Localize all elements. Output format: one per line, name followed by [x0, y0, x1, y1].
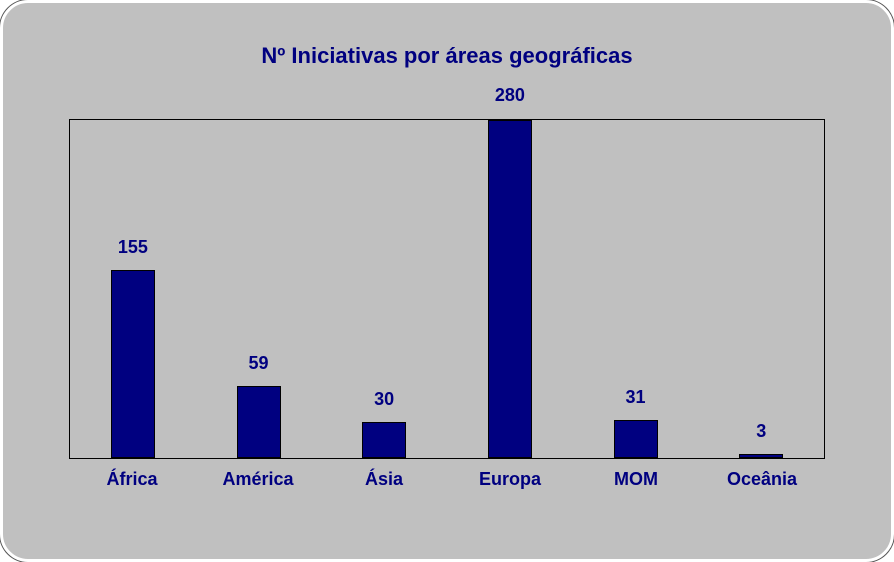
bar — [739, 454, 783, 458]
chart-title: Nº Iniciativas por áreas geográficas — [261, 43, 632, 69]
bar — [111, 270, 155, 458]
bar — [237, 386, 281, 458]
plot-area: 155 59 3028031 3 — [70, 120, 824, 458]
axis-label: Oceânia — [699, 469, 825, 490]
bar-slot: 280 — [447, 120, 573, 458]
value-label: 31 — [573, 387, 699, 408]
chart-panel: Nº Iniciativas por áreas geográficas 155… — [0, 0, 894, 562]
bar-slot: 3 — [698, 120, 824, 458]
axis-label: Europa — [447, 469, 573, 490]
axis-label: Ásia — [321, 469, 447, 490]
bar-slot: 31 — [573, 120, 699, 458]
value-label: 280 — [447, 85, 573, 106]
plot-box: 155 59 3028031 3 — [69, 119, 825, 459]
bar-slot: 30 — [321, 120, 447, 458]
axis-label: África — [69, 469, 195, 490]
bar — [362, 422, 406, 458]
bar-slot: 59 — [196, 120, 322, 458]
value-label: 3 — [698, 421, 824, 442]
value-label: 59 — [196, 353, 322, 374]
x-axis: ÁfricaAméricaÁsiaEuropaMOMOceânia — [69, 469, 825, 490]
bar-slot: 155 — [70, 120, 196, 458]
axis-label: MOM — [573, 469, 699, 490]
bar — [488, 120, 532, 458]
axis-label: América — [195, 469, 321, 490]
bar — [614, 420, 658, 458]
value-label: 155 — [70, 237, 196, 258]
value-label: 30 — [321, 389, 447, 410]
